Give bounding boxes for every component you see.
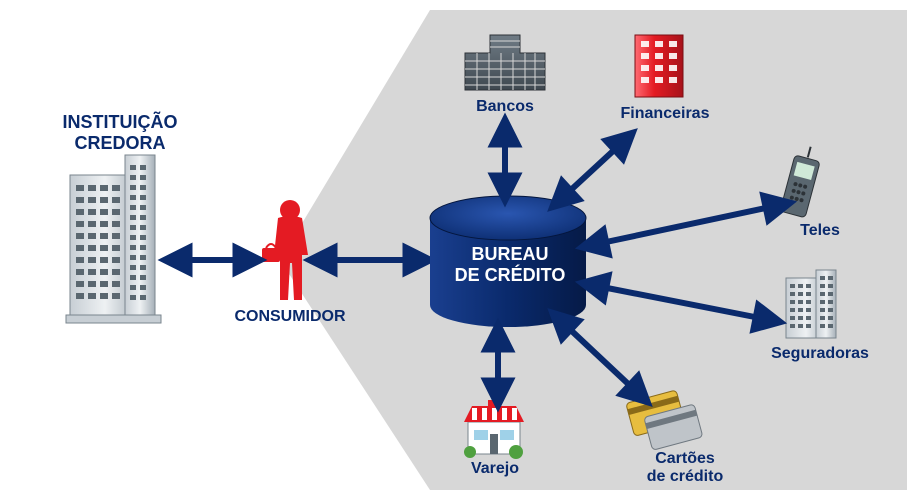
cartoes-line2: de crédito bbox=[620, 468, 750, 486]
credora-building-icon bbox=[66, 155, 161, 323]
cartoes-label: Cartões de crédito bbox=[620, 450, 750, 487]
diagram-stage: INSTITUIÇÃO CREDORA CONSUMIDOR BUREAU DE… bbox=[0, 0, 907, 500]
seguradoras-icon bbox=[786, 270, 836, 338]
bureau-line2: DE CRÉDITO bbox=[432, 265, 588, 286]
background-panel bbox=[280, 10, 907, 490]
consumidor-icon bbox=[262, 200, 308, 300]
consumidor-label: CONSUMIDOR bbox=[210, 308, 370, 326]
varejo-icon bbox=[464, 400, 524, 459]
seguradoras-label: Seguradoras bbox=[750, 345, 890, 363]
credora-line1: INSTITUIÇÃO bbox=[40, 112, 200, 133]
bureau-label: BUREAU DE CRÉDITO bbox=[432, 244, 588, 285]
bureau-line1: BUREAU bbox=[432, 244, 588, 265]
financeiras-label: Financeiras bbox=[600, 105, 730, 123]
varejo-label: Varejo bbox=[450, 460, 540, 478]
credora-line2: CREDORA bbox=[40, 133, 200, 154]
bancos-label: Bancos bbox=[455, 98, 555, 116]
financeiras-icon bbox=[635, 35, 683, 97]
teles-label: Teles bbox=[780, 222, 860, 240]
cartoes-line1: Cartões bbox=[620, 450, 750, 468]
credora-title: INSTITUIÇÃO CREDORA bbox=[40, 112, 200, 153]
